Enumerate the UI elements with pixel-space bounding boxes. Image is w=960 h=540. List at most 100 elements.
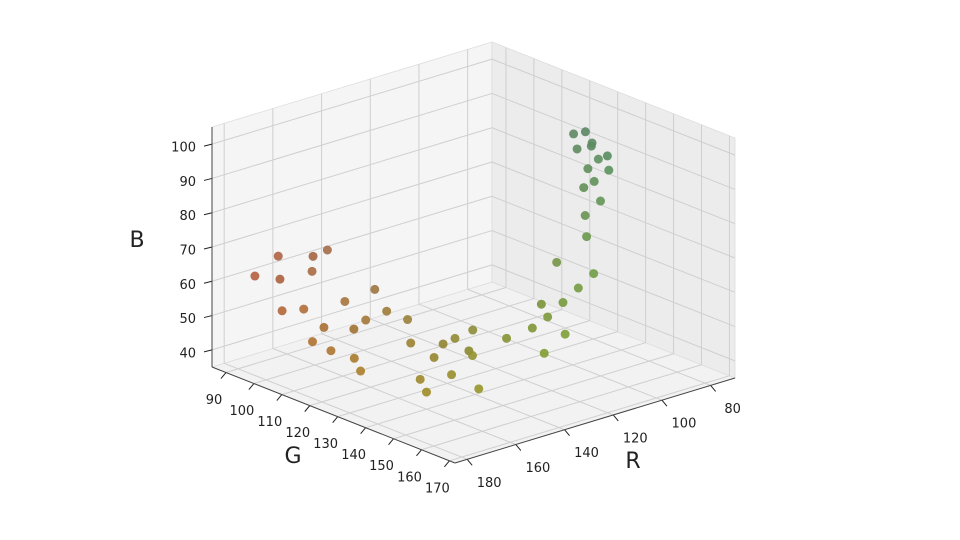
data-point [250, 271, 260, 281]
data-point [307, 266, 317, 276]
grid-line [211, 264, 493, 351]
tick-mark [564, 429, 570, 437]
y-tick-label: 170 [425, 481, 450, 496]
data-point [560, 329, 570, 339]
grid-line [491, 92, 736, 190]
z-tick-label: 70 [179, 244, 196, 259]
tick-mark [203, 212, 213, 216]
data-point [579, 183, 589, 193]
y-tick-label: 90 [206, 393, 223, 408]
grid-line [211, 58, 493, 145]
data-point [582, 232, 592, 242]
grid-line [321, 333, 565, 431]
tick-mark [203, 177, 213, 181]
data-point [558, 298, 568, 308]
data-point [438, 339, 448, 349]
data-point [322, 245, 332, 255]
z-tick-label: 100 [171, 141, 196, 156]
data-point [593, 154, 603, 164]
x-tick-label: 80 [724, 402, 741, 417]
data-point [580, 211, 590, 221]
data-point [349, 353, 359, 363]
data-point [467, 351, 477, 361]
z-tick-label: 60 [179, 278, 196, 293]
z-tick-label: 40 [179, 346, 196, 361]
data-point [370, 284, 380, 294]
data-point [273, 251, 283, 261]
x-tick-label: 100 [672, 417, 697, 432]
grid-line [491, 58, 736, 156]
data-point [589, 176, 599, 186]
data-point [580, 127, 590, 137]
grid-line [211, 230, 493, 317]
data-point [429, 352, 439, 362]
grid-line [491, 127, 736, 225]
x-tick-label: 160 [525, 461, 550, 476]
x-tick-label: 140 [574, 446, 599, 461]
grid-line [370, 318, 614, 416]
data-point [468, 325, 478, 335]
grid-line [223, 362, 468, 460]
data-point [604, 165, 614, 175]
data-point [326, 346, 336, 356]
y-tick-label: 160 [397, 470, 422, 485]
data-point [415, 374, 425, 384]
data-point [587, 138, 597, 148]
tick-mark [466, 458, 473, 466]
z-tick-label: 50 [179, 312, 196, 327]
data-point [450, 333, 460, 343]
data-point [349, 324, 359, 334]
data-point [382, 306, 392, 316]
tick-mark [360, 427, 367, 435]
grid-line [211, 161, 493, 248]
tick-mark [220, 372, 227, 379]
grid-line [225, 287, 507, 373]
tick-mark [416, 449, 422, 457]
grid-line [211, 92, 493, 179]
data-point [552, 257, 562, 267]
data-point [602, 151, 612, 161]
data-point [543, 312, 553, 322]
data-point [596, 196, 606, 206]
grid-line [211, 127, 493, 214]
data-point [539, 348, 549, 358]
tick-mark [332, 416, 339, 423]
data-point [447, 370, 457, 380]
data-point [340, 296, 350, 306]
tick-mark [444, 460, 450, 468]
tick-mark [515, 444, 522, 451]
tick-mark [661, 399, 668, 407]
grid-line [253, 298, 535, 385]
tick-mark [203, 246, 213, 250]
tick-mark [203, 315, 213, 319]
z-tick-label: 90 [179, 175, 196, 190]
y-tick-label: 100 [229, 404, 254, 419]
x-tick-label: 180 [477, 476, 502, 491]
tick-mark [710, 385, 717, 392]
grid-line [281, 309, 562, 396]
data-point [277, 306, 287, 316]
grid-line [393, 353, 674, 440]
y-tick-label: 120 [285, 426, 310, 441]
x-tick-label: 120 [623, 431, 648, 446]
data-point [536, 299, 546, 309]
grid-line [272, 348, 517, 445]
y-axis-line [211, 366, 456, 464]
data-point [356, 366, 366, 376]
x-axis-line [454, 377, 736, 464]
tick-mark [203, 143, 213, 147]
grid-line [337, 331, 618, 418]
data-point [573, 283, 583, 293]
data-point [307, 337, 317, 347]
data-point [275, 274, 285, 284]
grid-line [491, 264, 736, 362]
data-point [589, 269, 599, 279]
y-tick-label: 130 [313, 437, 338, 452]
grid-line [309, 320, 590, 407]
tick-mark [612, 414, 619, 422]
data-point [361, 315, 371, 325]
tick-mark [388, 438, 394, 446]
panes [203, 41, 737, 468]
y-tick-label: 150 [369, 459, 394, 474]
